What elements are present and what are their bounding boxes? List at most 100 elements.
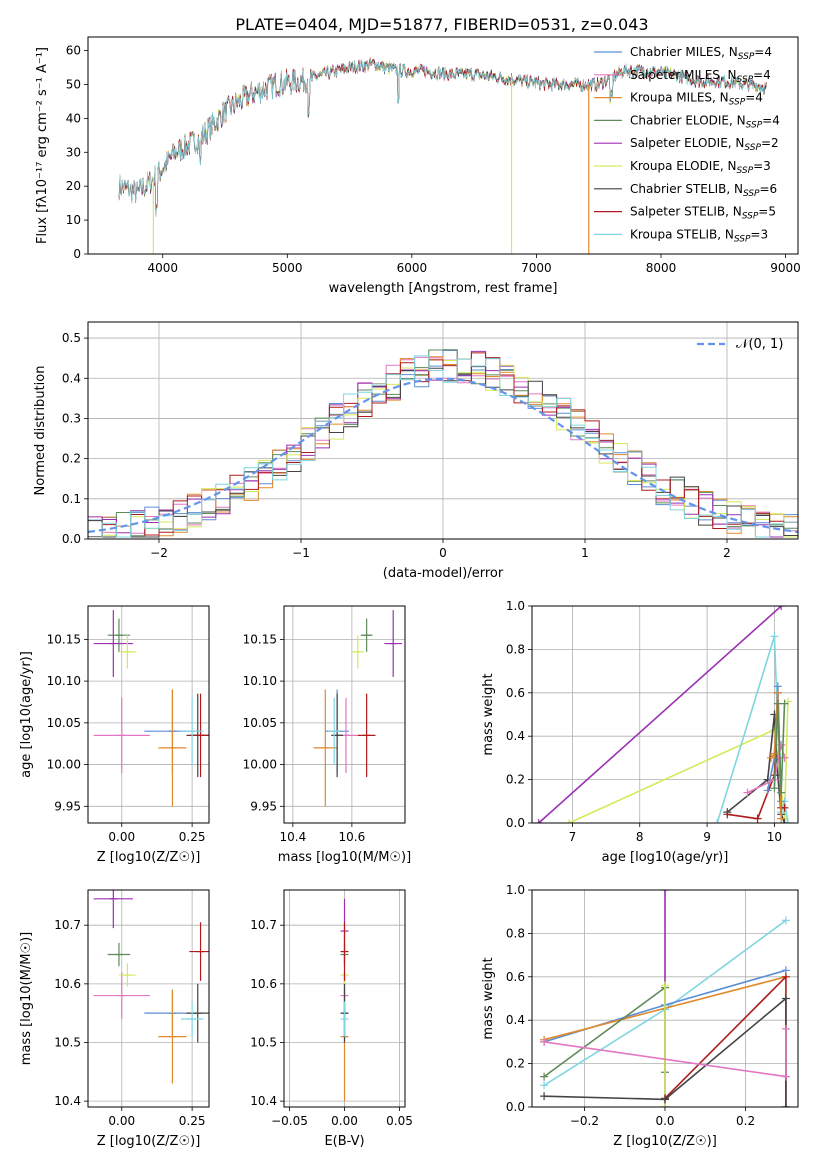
x-tick-label: −0.2: [570, 1114, 599, 1128]
y-axis-label: age [log10(age/yr)]: [19, 651, 34, 778]
weight-point-marker: [770, 749, 779, 758]
y-tick-label: 0.8: [506, 642, 525, 656]
y-tick-label: 20: [66, 179, 81, 193]
weight-point-marker: [540, 1081, 549, 1090]
y-tick-label: 0.2: [62, 452, 81, 466]
x-axis-label: Z [log10(Z/Z☉)]: [613, 1134, 717, 1149]
plot-area: [88, 349, 798, 539]
plot-area: [93, 610, 209, 807]
weight-point-marker: [753, 814, 762, 823]
y-axis-label: mass weight: [481, 957, 496, 1039]
x-tick-label: 10: [767, 830, 782, 844]
plots-layer: 4000 5000 6000 7000 8000 90000102030405060wav…: [19, 36, 801, 1149]
y-axis-label: Flux [fλ10⁻¹⁷ erg cm⁻² s⁻¹ A⁻¹]: [35, 47, 50, 244]
x-tick-label: 10.4: [279, 830, 306, 844]
axes-frame: [87, 36, 799, 255]
x-tick-label: −2: [150, 546, 168, 560]
legend-entry: Chabrier ELODIE, NSSP=4: [630, 113, 780, 130]
y-axis-label: Normed distribution: [33, 366, 48, 496]
x-tick-label: 8000: [646, 261, 677, 275]
legend-entry: Chabrier STELIB, NSSP=6: [630, 182, 777, 199]
x-tick-label: 6000: [397, 261, 428, 275]
weight-point-marker: [770, 632, 779, 641]
panel-mass_vs_ebv: −0.05 0.00 0.05 10.4 10.5 10.6 10.7 E(B-V): [250, 889, 413, 1149]
x-tick-label: 0.05: [386, 1114, 413, 1128]
histogram-series: [88, 349, 798, 539]
y-tick-label: 0.1: [62, 492, 81, 506]
plot-area: [118, 57, 767, 254]
y-tick-label: 60: [66, 44, 81, 58]
panel-age_vs_mass: 10.4 10.6 9.95 10.00 10.05 10.10 10.15 mass [lo…: [243, 605, 411, 865]
y-tick-label: 50: [66, 77, 81, 91]
y-tick-label: 10.05: [243, 716, 277, 730]
plot-area: [93, 890, 209, 1084]
weight-point-marker: [540, 1037, 549, 1046]
weight-point-marker: [781, 916, 790, 925]
weight-point-marker: [661, 890, 669, 894]
x-tick-label: 0.00: [108, 830, 135, 844]
axes-frame: [283, 889, 406, 1108]
x-axis-label: (data-model)/error: [383, 566, 504, 581]
panel-weight_vs_age: 7 8 9 10 0.0 0.2 0.4 0.6 0.8 1.0 age [log10(age/yr…: [481, 599, 799, 865]
y-tick-label: 10.6: [54, 977, 81, 991]
x-axis-label: mass [log10(M/M☉)]: [278, 850, 411, 865]
weight-point-marker: [763, 786, 772, 795]
panel-mass_vs_Z: 0.00 0.25 10.4 10.5 10.6 10.7 Z [log10(Z/Z☉)] m…: [19, 889, 210, 1149]
weight-series-line: [538, 606, 782, 823]
weight-point-marker: [534, 819, 543, 823]
x-tick-label: 2: [723, 546, 731, 560]
x-tick-label: 5000: [272, 261, 303, 275]
plot-area: [340, 898, 349, 1102]
y-tick-label: 10.10: [243, 674, 277, 688]
grid: [284, 606, 405, 823]
y-tick-label: 10.5: [54, 1035, 81, 1049]
axes-frame: [531, 605, 799, 824]
weight-point-marker: [780, 803, 789, 812]
plot-area: [534, 606, 792, 823]
x-tick-label: 0.0: [655, 1114, 674, 1128]
x-tick-label: 7000: [521, 261, 552, 275]
y-tick-label: 10.15: [47, 632, 81, 646]
x-tick-label: 9000: [770, 261, 801, 275]
weight-point-marker: [770, 784, 779, 793]
y-tick-label: 0.2: [506, 773, 525, 787]
x-tick-label: 1: [581, 546, 589, 560]
weight-series-line: [568, 701, 789, 823]
panel-age_vs_Z: 0.00 0.25 9.95 10.00 10.05 10.10 10.15 Z [log10…: [19, 605, 210, 865]
spectrum-series-line: [118, 58, 767, 215]
y-tick-label: 10.00: [243, 758, 277, 772]
axes-frame: [531, 889, 799, 1108]
normal-curve: [88, 377, 798, 534]
y-tick-label: 0.5: [62, 331, 81, 345]
y-tick-label: 10.4: [54, 1094, 81, 1108]
y-tick-label: 10.7: [54, 918, 81, 932]
y-tick-label: 10.05: [47, 716, 81, 730]
weight-point-marker: [713, 819, 722, 823]
weight-point-marker: [661, 981, 669, 990]
weight-point-marker: [777, 788, 786, 797]
x-tick-label: −1: [292, 546, 310, 560]
x-tick-label: 8: [636, 830, 644, 844]
x-tick-label: 0.2: [736, 1114, 755, 1128]
weight-point-marker: [781, 1103, 790, 1107]
legend-entry: Chabrier MILES, NSSP=4: [630, 45, 772, 62]
weight-point-marker: [781, 972, 790, 981]
weight-point-marker: [767, 753, 776, 762]
y-tick-label: 10.15: [243, 632, 277, 646]
y-tick-label: 10: [66, 213, 81, 227]
y-tick-label: 0.0: [506, 1100, 525, 1114]
x-tick-label: 0.25: [179, 1114, 206, 1128]
y-tick-label: 10.10: [47, 674, 81, 688]
weight-point-marker: [780, 819, 789, 823]
x-tick-label: 10.6: [339, 830, 366, 844]
x-tick-label: 9: [703, 830, 711, 844]
weight-point-marker: [781, 994, 790, 1003]
weight-point-marker: [781, 1024, 790, 1033]
y-tick-label: 1.0: [506, 883, 525, 897]
weight-point-marker: [540, 1072, 549, 1081]
legend-entry: Salpeter MILES, NSSP=4: [630, 68, 771, 85]
y-tick-label: 1.0: [506, 599, 525, 613]
plot-area: [540, 890, 790, 1107]
weight-series-line: [773, 703, 786, 793]
